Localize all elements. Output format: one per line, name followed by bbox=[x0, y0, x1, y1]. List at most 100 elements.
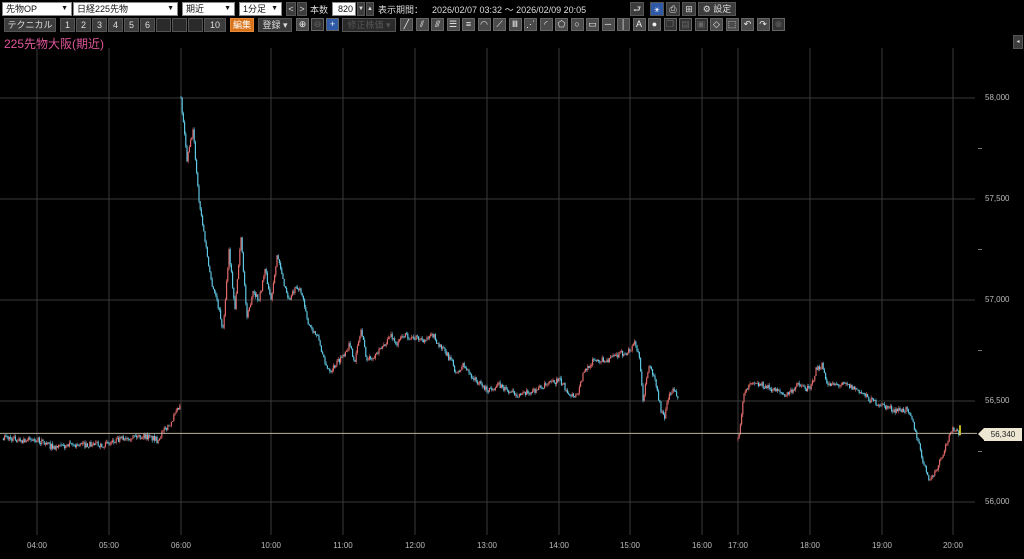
new-window-icon[interactable]: ⊞ bbox=[682, 2, 696, 16]
candle bbox=[305, 306, 307, 312]
eraser-icon[interactable]: ◇ bbox=[710, 18, 723, 31]
candle bbox=[367, 359, 369, 361]
contract-select[interactable]: 期近 ▼ bbox=[182, 2, 235, 16]
candle bbox=[637, 350, 639, 353]
candle bbox=[26, 439, 28, 441]
slot-button-4[interactable]: 4 bbox=[108, 18, 123, 32]
candle bbox=[626, 352, 628, 355]
chart-mode-icon[interactable]: ⚹ bbox=[650, 2, 664, 16]
candle bbox=[241, 237, 243, 253]
slot-button-10[interactable]: 10 bbox=[204, 18, 226, 32]
candle bbox=[512, 390, 514, 392]
rectangle-icon[interactable]: ▭ bbox=[586, 18, 599, 31]
trendline-icon[interactable]: ╱ bbox=[400, 18, 413, 31]
candle bbox=[262, 280, 264, 291]
category-select[interactable]: 先物OP ▼ bbox=[2, 2, 72, 16]
candle bbox=[256, 294, 258, 297]
candle bbox=[648, 366, 650, 373]
edit-button[interactable]: 編集 bbox=[230, 18, 254, 32]
candle bbox=[118, 437, 120, 442]
vertical-line-icon[interactable]: │ bbox=[617, 18, 630, 31]
channel-icon[interactable]: ⫽ bbox=[415, 18, 429, 31]
candle bbox=[4, 435, 6, 440]
x-tick-label: 20:00 bbox=[942, 541, 964, 550]
candle bbox=[620, 350, 622, 352]
candle bbox=[595, 360, 597, 362]
next-button[interactable]: > bbox=[297, 2, 307, 16]
cut-icon[interactable]: ▣ bbox=[694, 18, 708, 31]
delete-all-icon[interactable]: ⊗ bbox=[772, 18, 785, 31]
candle bbox=[320, 345, 322, 352]
candle bbox=[744, 391, 746, 394]
candle bbox=[68, 442, 70, 447]
select-icon[interactable]: ⬚ bbox=[725, 18, 739, 31]
parallel-lines-icon[interactable]: ⫻ bbox=[431, 18, 444, 31]
count-input[interactable]: 820 bbox=[332, 2, 356, 16]
collapse-panel-button[interactable]: ◂ bbox=[1013, 35, 1023, 49]
zoom-out-icon[interactable]: ⊖ bbox=[311, 18, 324, 31]
candle bbox=[527, 390, 529, 394]
print-icon[interactable]: ⎙ bbox=[666, 2, 680, 16]
horizontal-line-icon[interactable]: ─ bbox=[601, 18, 615, 31]
instrument-select[interactable]: 日経225先物 ▼ bbox=[73, 2, 178, 16]
candle bbox=[918, 441, 920, 444]
interval-select[interactable]: 1分足 ▼ bbox=[239, 2, 282, 16]
register-button[interactable]: 登録 ▾ bbox=[258, 18, 292, 32]
vertical-lines-icon[interactable]: Ⅲ bbox=[508, 18, 522, 31]
candle bbox=[472, 377, 474, 379]
stamp-icon[interactable]: ● bbox=[648, 18, 661, 31]
candle bbox=[801, 385, 803, 387]
slot-button-3[interactable]: 3 bbox=[92, 18, 107, 32]
circle-icon[interactable]: ○ bbox=[570, 18, 584, 31]
horizontal-lines-icon[interactable]: ≡ bbox=[462, 18, 475, 31]
fib-fan-icon[interactable]: ⟋ bbox=[493, 18, 506, 31]
candle bbox=[803, 385, 805, 387]
count-up-button[interactable]: ▲ bbox=[366, 2, 374, 16]
candle bbox=[30, 439, 32, 440]
count-down-button[interactable]: ▼ bbox=[357, 2, 365, 16]
candle bbox=[632, 344, 634, 346]
undo-icon[interactable]: ↶ bbox=[741, 18, 754, 31]
candle bbox=[16, 440, 18, 442]
candle bbox=[636, 345, 638, 351]
zoom-in-icon[interactable]: ⊕ bbox=[296, 18, 309, 31]
slot-button-1[interactable]: 1 bbox=[60, 18, 75, 32]
slot-button-6[interactable]: 6 bbox=[140, 18, 155, 32]
prev-button[interactable]: < bbox=[286, 2, 296, 16]
candle bbox=[773, 387, 775, 391]
gann-fan-icon[interactable]: ⋰ bbox=[524, 18, 537, 31]
text-icon[interactable]: A bbox=[632, 18, 646, 31]
candle bbox=[743, 393, 745, 402]
settings-button[interactable]: ⚙ 設定 bbox=[698, 2, 736, 16]
candle bbox=[245, 285, 247, 304]
return-icon[interactable]: ⮐ bbox=[630, 2, 644, 16]
candle bbox=[73, 444, 75, 446]
chevron-up-icon: ▲ bbox=[367, 6, 373, 12]
slot-button-2[interactable]: 2 bbox=[76, 18, 91, 32]
candle bbox=[949, 433, 951, 435]
candle bbox=[677, 396, 679, 399]
candle bbox=[235, 293, 237, 309]
candle bbox=[134, 435, 136, 437]
interval-select-value: 1分足 bbox=[243, 4, 267, 14]
price-chart[interactable] bbox=[0, 48, 1024, 538]
candle bbox=[366, 356, 368, 361]
technical-button[interactable]: テクニカル bbox=[4, 18, 56, 32]
slot-button-5[interactable]: 5 bbox=[124, 18, 139, 32]
slot-button-8[interactable] bbox=[172, 18, 187, 32]
paste-icon[interactable]: ▤ bbox=[679, 18, 692, 31]
candle bbox=[88, 446, 90, 448]
slot-button-7[interactable] bbox=[156, 18, 171, 32]
candle bbox=[397, 341, 399, 346]
slot-button-9[interactable] bbox=[188, 18, 203, 32]
polygon-icon[interactable]: ⬠ bbox=[555, 18, 568, 31]
crosshair-icon[interactable]: + bbox=[326, 18, 339, 31]
candle bbox=[873, 398, 875, 402]
adjusted-price-select[interactable]: 修正株価 ▾ bbox=[342, 18, 396, 32]
fib-retracement-icon[interactable]: ☰ bbox=[446, 18, 460, 31]
redo-icon[interactable]: ↷ bbox=[756, 18, 770, 31]
copy-icon[interactable]: ❐ bbox=[663, 18, 677, 31]
fib-arc-icon[interactable]: ◠ bbox=[477, 18, 491, 31]
candle bbox=[560, 378, 562, 385]
arc-icon[interactable]: ◜ bbox=[539, 18, 553, 31]
